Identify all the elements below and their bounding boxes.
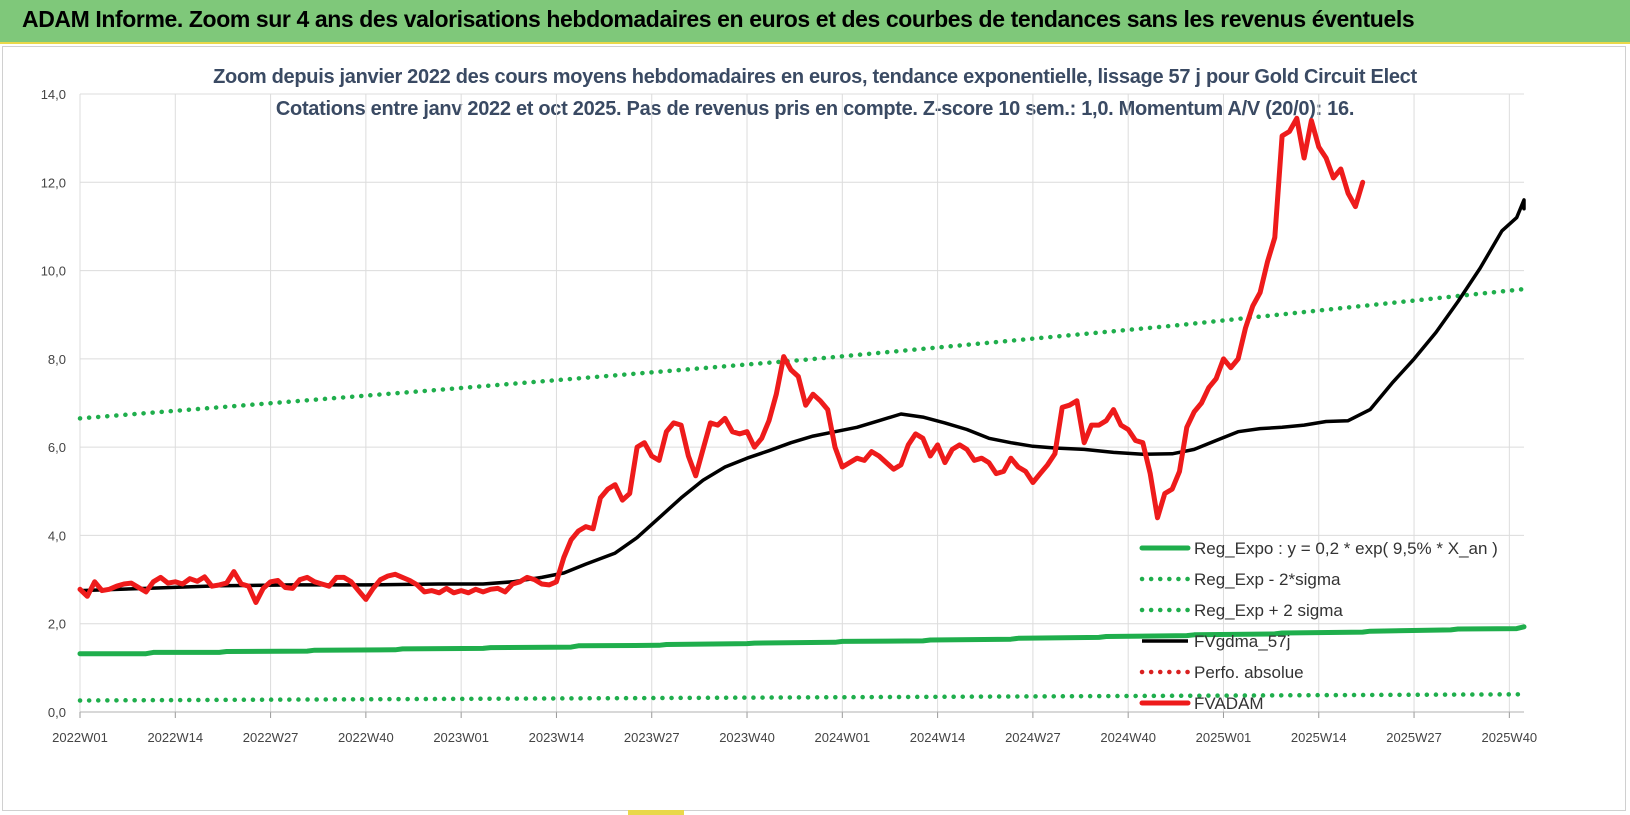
legend-label: Reg_Expo : y = 0,2 * exp( 9,5% * X_an )	[1194, 539, 1498, 558]
x-tick-label: 2024W01	[814, 730, 870, 745]
legend-label: Reg_Exp + 2 sigma	[1194, 601, 1343, 620]
x-tick-label: 2023W40	[719, 730, 775, 745]
legend-label: FVgdma_57j	[1194, 632, 1290, 651]
series-fvadam	[77, 115, 1366, 605]
x-tick-label: 2023W27	[624, 730, 680, 745]
y-tick-label: 14,0	[41, 87, 66, 102]
y-tick-label: 12,0	[41, 175, 66, 190]
y-tick-label: 6,0	[48, 440, 66, 455]
chart-title: Zoom depuis janvier 2022 des cours moyen…	[213, 66, 1417, 88]
chart-subtitle: Cotations entre janv 2022 et oct 2025. P…	[275, 98, 1355, 120]
x-axis-ticks: 2022W01 2022W14 2022W27 2022W40 2023W01 2023W…	[52, 730, 1537, 745]
y-axis-ticks: 0,0 2,0 4,0 6,0 8,0 10,0 12,0 14,0	[41, 87, 66, 720]
x-tick-label: 2022W40	[338, 730, 394, 745]
x-tick-label: 2023W01	[433, 730, 489, 745]
x-tick-label: 2022W14	[147, 730, 203, 745]
x-tick-label: 2025W01	[1196, 730, 1252, 745]
report-banner: ADAM Informe. Zoom sur 4 ans des valoris…	[0, 0, 1630, 44]
y-tick-label: 2,0	[48, 617, 66, 632]
x-tick-label: 2024W27	[1005, 730, 1061, 745]
gridlines	[79, 93, 1524, 718]
y-tick-label: 10,0	[41, 264, 66, 279]
x-tick-label: 2025W40	[1482, 730, 1538, 745]
series-reg-minus-2sigma	[77, 692, 1527, 703]
y-tick-label: 4,0	[48, 528, 66, 543]
legend-label: Reg_Exp - 2*sigma	[1194, 570, 1341, 589]
y-tick-label: 0,0	[48, 705, 66, 720]
report-title: ADAM Informe. Zoom sur 4 ans des valoris…	[22, 6, 1415, 32]
chart-frame	[2, 46, 1626, 811]
legend-label: FVADAM	[1194, 694, 1264, 713]
x-tick-label: 2024W40	[1100, 730, 1156, 745]
series-reg-plus-2sigma	[77, 286, 1527, 421]
legend-label: Perfo. absolue	[1194, 663, 1304, 682]
series-lines	[77, 115, 1527, 703]
bottom-accent	[628, 810, 684, 815]
series-reg-expo	[77, 624, 1527, 657]
x-tick-label: 2022W01	[52, 730, 108, 745]
x-tick-label: 2024W14	[910, 730, 966, 745]
bottom-strip	[0, 811, 1630, 815]
x-tick-label: 2023W14	[529, 730, 585, 745]
y-tick-label: 8,0	[48, 352, 66, 367]
series-fvgdma-57j	[79, 198, 1526, 593]
x-tick-label: 2025W14	[1291, 730, 1347, 745]
x-tick-label: 2025W27	[1386, 730, 1442, 745]
x-tick-label: 2022W27	[243, 730, 299, 745]
legend: Reg_Expo : y = 0,2 * exp( 9,5% * X_an ) R…	[1139, 539, 1498, 713]
